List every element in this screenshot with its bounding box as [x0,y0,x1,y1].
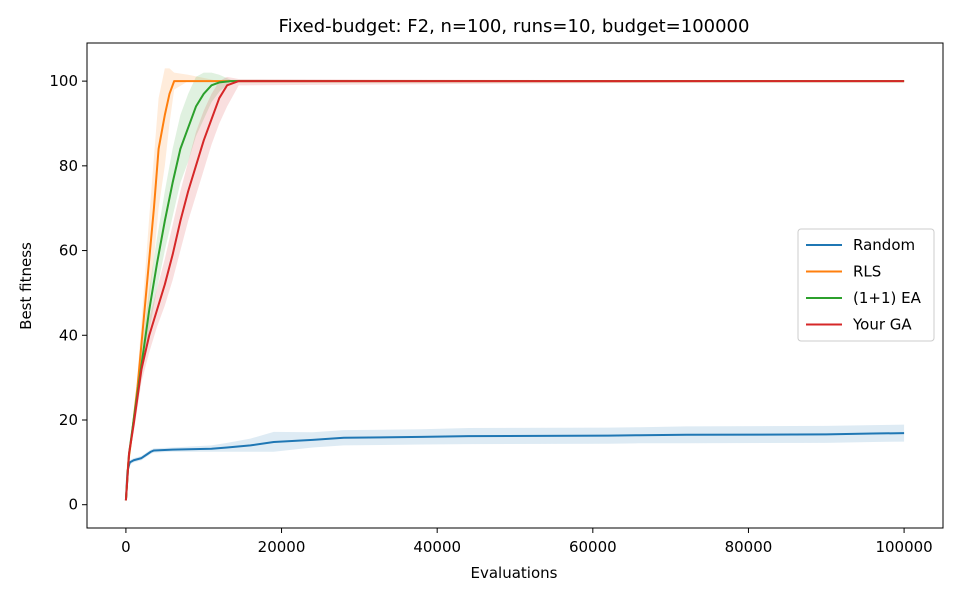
legend-label-2: (1+1) EA [853,289,922,307]
legend: Random RLS (1+1) EA Your GA [798,229,934,341]
y-axis-ticks: 0 20 40 60 80 100 [49,72,87,514]
x-tick-label: 60000 [569,538,617,556]
legend-label-0: Random [853,236,915,254]
y-tick-label: 80 [59,157,78,175]
y-tick-label: 0 [68,496,78,514]
y-tick-label: 40 [59,326,78,344]
y-tick-label: 60 [59,242,78,260]
x-axis-ticks: 0 20000 40000 60000 80000 100000 [121,528,933,556]
y-axis-label: Best fitness [17,242,35,330]
chart-title: Fixed-budget: F2, n=100, runs=10, budget… [279,16,750,37]
x-tick-label: 0 [121,538,131,556]
legend-label-3: Your GA [852,316,912,334]
y-tick-label: 100 [49,72,78,90]
x-tick-label: 100000 [875,538,932,556]
x-tick-label: 80000 [725,538,773,556]
x-tick-label: 20000 [258,538,306,556]
x-axis-label: Evaluations [471,564,558,582]
x-tick-label: 40000 [413,538,461,556]
y-tick-label: 20 [59,411,78,429]
legend-label-1: RLS [853,263,881,281]
